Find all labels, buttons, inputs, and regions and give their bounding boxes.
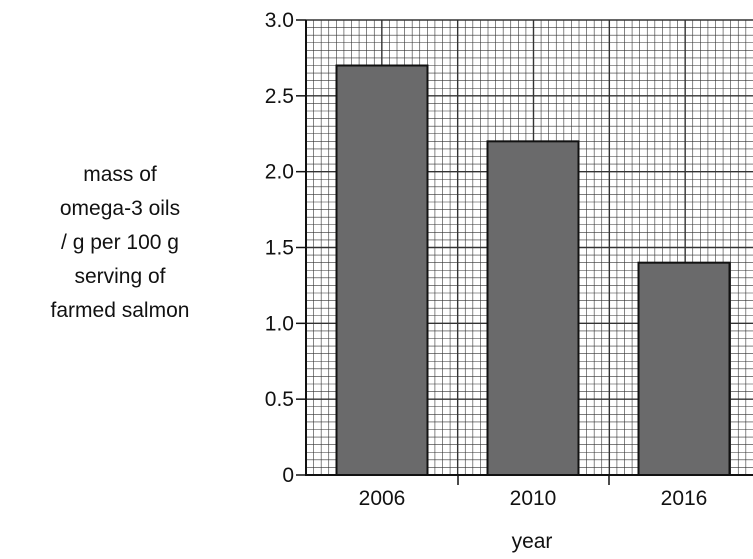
y-tick-label: 1.5 xyxy=(265,237,294,260)
y-axis-label-line: mass of xyxy=(83,163,157,186)
y-tick-label: 3.0 xyxy=(265,9,294,32)
y-tick-label: 0 xyxy=(282,464,294,487)
axes-group: 2006 2010 2016 0 0.5 1.0 1.5 2.0 2.5 3.0 xyxy=(265,9,753,510)
y-axis-label-line: serving of xyxy=(74,265,165,288)
y-tick-label: 2.0 xyxy=(265,161,294,184)
y-axis-label: mass of omega-3 oils / g per 100 g serving … xyxy=(51,163,190,322)
x-tick-label: 2010 xyxy=(510,487,557,510)
x-axis-label: year xyxy=(512,530,553,553)
y-tick-label: 0.5 xyxy=(265,388,294,411)
bar-2006 xyxy=(335,64,429,476)
x-tick-label: 2016 xyxy=(661,487,708,510)
y-tick-label: 2.5 xyxy=(265,85,294,108)
y-axis-label-line: / g per 100 g xyxy=(61,231,179,254)
x-tick-label: 2006 xyxy=(359,487,406,510)
bar-2016 xyxy=(637,261,731,476)
bar-2010 xyxy=(486,140,580,476)
y-tick-label: 1.0 xyxy=(265,312,294,335)
y-axis-label-line: omega-3 oils xyxy=(60,197,180,220)
bars-group xyxy=(335,64,731,476)
y-axis-label-line: farmed salmon xyxy=(51,299,190,322)
